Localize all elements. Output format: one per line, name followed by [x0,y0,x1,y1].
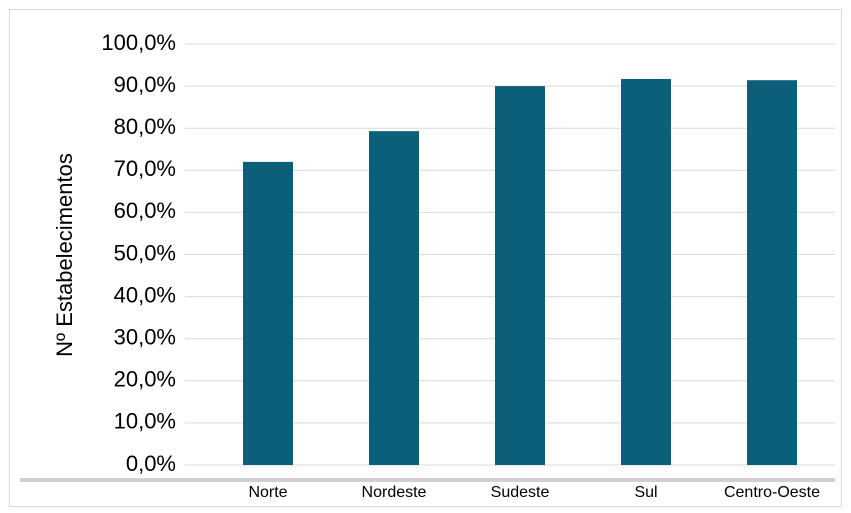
y-tick-label: 0,0% [126,451,176,476]
x-tick-label: Norte [248,484,287,501]
y-tick-label: 60,0% [114,198,176,223]
y-tick-label: 20,0% [114,367,176,392]
y-axis-title: Nº Estabelecimentos [52,153,77,357]
x-tick-label: Nordeste [362,484,427,501]
x-tick-label: Centro-Oeste [724,484,820,501]
y-tick-label: 10,0% [114,409,176,434]
bar [369,131,419,465]
x-tick-label: Sudeste [491,484,550,501]
x-tick-label: Sul [634,484,657,501]
y-tick-label: 50,0% [114,240,176,265]
bar [747,80,797,466]
y-tick-label: 40,0% [114,282,176,307]
ground-stripe [20,478,835,482]
bar [621,78,671,466]
y-tick-label: 90,0% [114,72,176,97]
y-tick-label: 30,0% [114,325,176,350]
bar [243,161,293,465]
y-tick-label: 70,0% [114,156,176,181]
bar [495,86,545,465]
y-tick-label: 100,0% [101,30,176,55]
y-tick-label: 80,0% [114,114,176,139]
chart-frame [9,9,842,507]
